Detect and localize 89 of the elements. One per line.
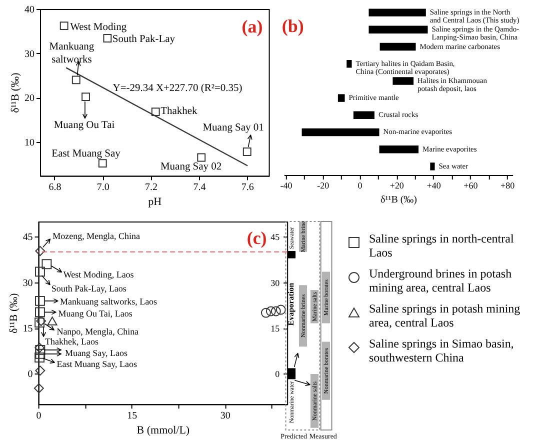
annotation: South Pak-Lay [112,34,176,45]
bar [302,128,380,136]
y-axis-title: δ¹¹B (‰) [8,292,20,334]
x-tick-label: 0 [358,180,363,190]
x-tick-label: 7.2 [145,182,158,194]
bar [353,111,374,120]
bar [368,26,428,34]
bar [346,60,352,68]
point [242,148,252,156]
x-tick-label: -20 [317,180,330,190]
point [35,307,45,318]
y-tick-label: 15 [22,324,33,335]
point [35,246,46,256]
bar [338,94,345,102]
annotation: Muang Say 02 [160,162,222,173]
y2-tick-label: 30 [270,278,280,288]
point [35,266,45,277]
y2-tick-label: 45 [270,232,280,242]
point [34,352,45,363]
annotation: Muang Say 01 [202,122,264,134]
x-tick-label: 7.6 [241,182,254,194]
x-tick-label: -40 [280,180,293,190]
x-tick-label: 30 [220,410,230,422]
y-tick-label: 0 [28,369,33,380]
annotation: West Moding [70,22,128,33]
x-tick-label: 7.0 [96,182,110,194]
x-tick-label: 15 [127,410,138,422]
y2-tick-label: 15 [270,324,280,334]
annotation: Y=-29.34 X+227.70 (R²=0.35) [112,83,243,94]
annotation: Muang Ou Tai [54,120,115,131]
bar [368,8,426,16]
annotation: Mozeng, Mengla, China [52,231,140,242]
legend-label: Saline springs in potash mining area, central Laos [368,301,520,330]
x-tick-label: +20 [390,180,404,190]
annotation: Muang Say, Laos [64,348,128,358]
y-tick-label: 45 [22,232,33,244]
legend-label: Saline springs in north-central Laos [368,232,514,260]
annotation: Nanpo, Mengla, China [56,326,139,337]
annotation: South Pak-Lay, Laos [51,283,127,294]
point [151,108,160,116]
point [42,259,52,270]
annotation: Thakhek [160,106,198,118]
chart-title: (a) [242,16,263,36]
annotation: Muang Ou Tai, Laos [58,308,133,319]
annotation: Mankuang saltworks, Laos [60,296,158,306]
y-tick-label: 30 [24,48,35,60]
point [276,304,286,315]
point [35,366,46,376]
point [60,22,68,30]
point [34,383,44,394]
x-tick-label: 6.8 [48,182,62,194]
y-tick-label: 10 [24,137,35,148]
x-axis-title: B (mmol/L) [136,424,190,437]
x-axis-title: δ¹¹B (‰) [380,194,417,206]
point [72,76,80,84]
point [197,153,206,162]
annotation: Mankuang saltworks [49,42,95,66]
y-tick-label: 40 [24,4,35,16]
x-tick-label: +60 [464,180,478,190]
point [35,296,45,306]
annotation: East Muang Say, Laos [56,358,138,369]
bar [392,77,414,85]
x-tick-label: +80 [500,180,516,190]
point [266,306,276,316]
point [103,34,112,42]
annotation: West Moding, Laos [63,270,134,280]
annotation: Thakhek, Laos [45,336,99,347]
y-tick-label: 20 [24,93,35,104]
legend-label: Underground brines in potash mining area, central Laos [368,266,512,294]
x-tick-label: +40 [426,180,442,190]
chart-title: (c) [246,228,267,248]
point [270,306,281,316]
bar [380,42,416,51]
annotation: East Muang Say [52,148,122,160]
bar [430,162,435,170]
text: (b) [282,16,304,36]
x-axis-title: pH [148,196,162,208]
y-axis-title: δ¹¹B (‰) [10,72,22,113]
point [260,308,271,318]
bar [379,145,419,154]
point [98,159,107,168]
point [35,348,46,359]
y2-tick-label: 0 [275,369,280,380]
x-tick-label: 7.4 [193,182,206,194]
annotation: Evaporation [286,282,296,326]
point [82,92,90,101]
point [47,316,58,326]
legend-label: Saline springs in Simao basin, southwestern China [368,336,514,364]
y-tick-label: 30 [22,278,33,289]
